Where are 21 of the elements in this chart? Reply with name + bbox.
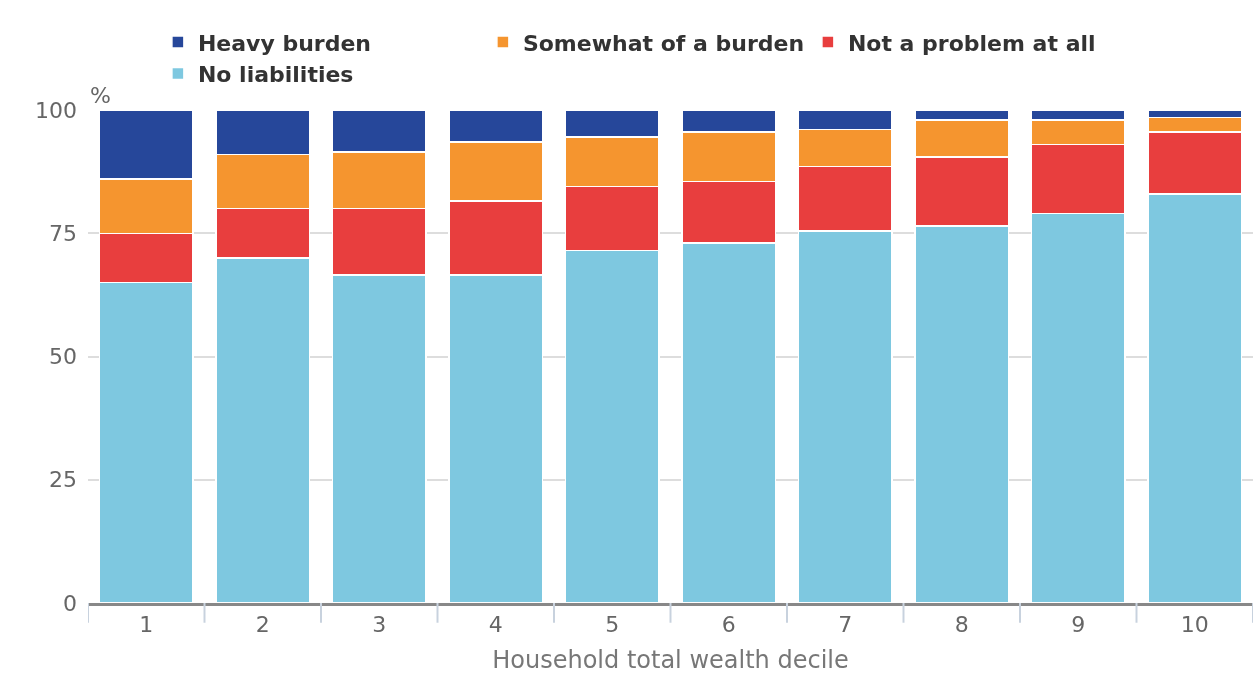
x-tick-label: 5 xyxy=(605,612,620,638)
x-axis-title: Household total wealth decile xyxy=(492,645,849,674)
legend-label: Not a problem at all xyxy=(847,30,1096,56)
x-tick-label: 1 xyxy=(139,612,154,638)
y-tick-label: 75 xyxy=(49,220,77,246)
y-tick-label: 100 xyxy=(35,97,77,123)
x-tick-label: 4 xyxy=(488,612,503,638)
y-tick-label: 50 xyxy=(49,344,77,370)
legend-label: No liabilities xyxy=(197,62,354,88)
x-tick-label: 2 xyxy=(255,612,270,638)
x-tick-label: 10 xyxy=(1180,612,1209,638)
y-axis-title: % xyxy=(90,83,111,108)
legend-label: Heavy burden xyxy=(197,30,372,56)
x-tick-label: 7 xyxy=(838,612,853,638)
x-tick-label: 9 xyxy=(1071,612,1086,638)
y-tick-label: 0 xyxy=(63,590,77,616)
x-tick-label: 8 xyxy=(954,612,969,638)
x-tick-label: 3 xyxy=(372,612,387,638)
y-tick-label: 25 xyxy=(49,467,77,493)
x-tick-label: 6 xyxy=(721,612,736,638)
legend-label: Somewhat of a burden xyxy=(522,30,805,56)
